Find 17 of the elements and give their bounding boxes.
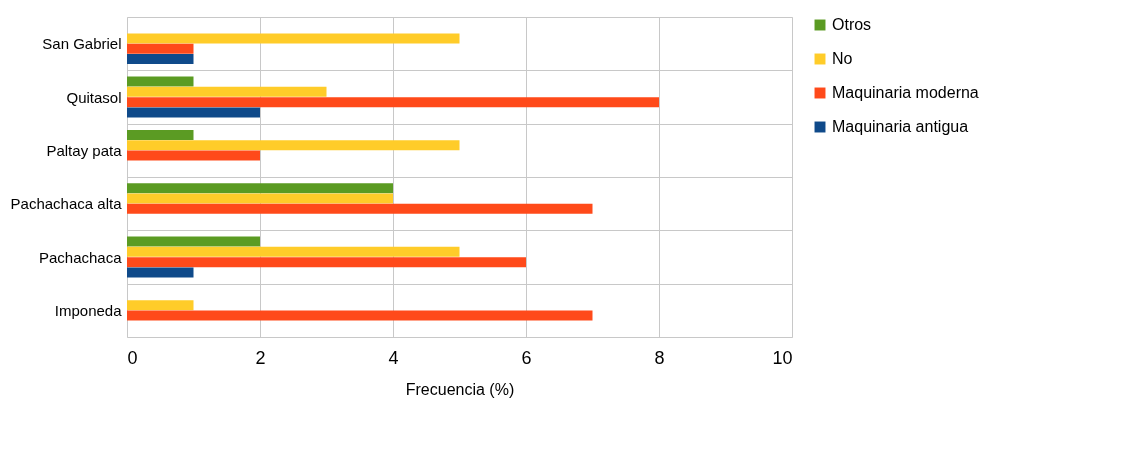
y-tick-label: Pachachaca [38,248,123,266]
x-tick-label: 6 [521,347,532,368]
x-axis-title: Frecuencia (%) [405,380,515,398]
y-tick-label: Imponeda [54,301,123,319]
legend-label: Otros [832,16,872,33]
legend-label: Maquinaria antigua [832,118,969,135]
x-tick-label: 8 [654,347,665,368]
legend-label: Maquinaria moderna [832,84,979,101]
y-tick-label: Paltay pata [46,141,123,159]
x-tick-label: 2 [255,347,266,368]
y-tick-label: Pachachaca alta [10,195,123,213]
legend-label: No [832,50,853,67]
x-tick-label: 10 [772,347,793,368]
x-tick-label: 0 [127,347,138,368]
y-tick-label: Quitasol [66,88,122,106]
y-tick-label: San Gabriel [42,35,122,53]
x-tick-label: 4 [388,347,399,368]
